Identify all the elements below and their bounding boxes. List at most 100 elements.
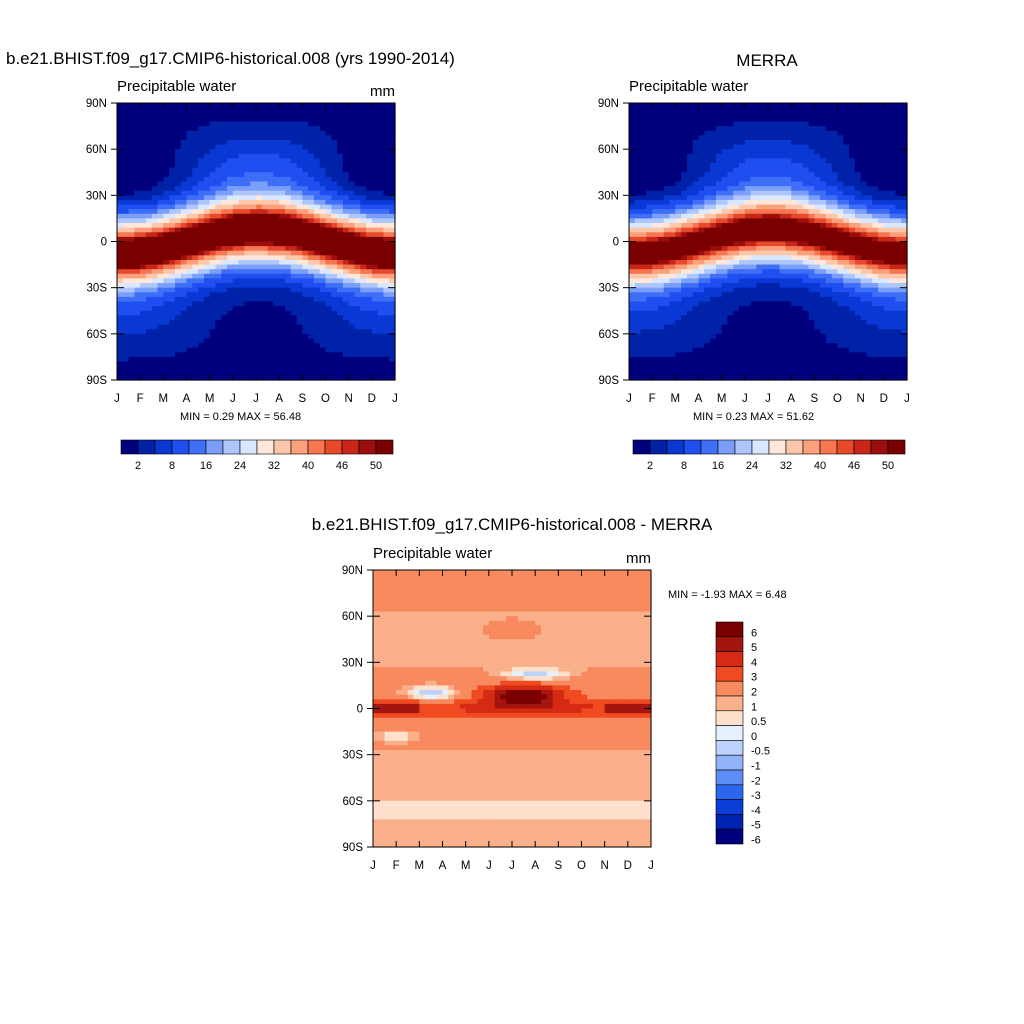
field-cell <box>785 121 792 127</box>
field-cell <box>866 287 873 293</box>
field-cell <box>692 121 700 127</box>
field-cell <box>238 241 246 247</box>
field-cell <box>744 199 752 206</box>
field-cell <box>319 301 327 307</box>
field-cell <box>849 195 856 201</box>
field-cell <box>313 310 321 316</box>
field-cell <box>273 287 280 293</box>
field-cell <box>389 236 396 243</box>
field-cell <box>739 116 746 123</box>
field-cell <box>215 176 222 183</box>
field-cell <box>215 126 222 132</box>
field-cell <box>215 315 222 321</box>
field-cell <box>215 356 222 363</box>
field-cell <box>791 121 798 127</box>
field-cell <box>296 158 303 164</box>
field-cell <box>808 172 815 178</box>
field-cell <box>221 107 228 113</box>
field-cell <box>186 176 193 183</box>
field-cell <box>383 255 390 261</box>
field-cell <box>837 186 844 192</box>
field-cell <box>739 292 746 298</box>
field-cell <box>122 176 130 183</box>
field-cell <box>151 116 159 123</box>
field-cell <box>180 144 188 150</box>
field-cell <box>284 116 292 123</box>
field-cell <box>284 310 292 316</box>
field-cell <box>140 361 147 367</box>
field-cell <box>302 296 309 303</box>
field-cell <box>629 181 636 187</box>
field-cell <box>308 259 315 266</box>
field-cell <box>117 250 124 256</box>
field-cell <box>227 273 234 280</box>
field-cell <box>354 186 361 192</box>
field-cell <box>831 213 839 220</box>
field-cell <box>250 269 257 275</box>
field-cell <box>762 259 769 266</box>
field-cell <box>151 366 159 372</box>
field-cell <box>308 250 315 256</box>
field-cell <box>169 130 176 136</box>
field-cell <box>733 144 740 150</box>
field-cell <box>267 324 274 330</box>
field-cell <box>646 264 653 270</box>
field-cell <box>715 287 723 293</box>
field-cell <box>796 186 804 192</box>
field-cell <box>762 158 769 164</box>
field-cell <box>215 352 222 358</box>
field-cell <box>308 209 315 215</box>
field-cell <box>232 112 240 118</box>
field-cell <box>791 232 798 238</box>
field-cell <box>889 209 897 215</box>
field-cell <box>710 204 717 210</box>
field-cell <box>180 292 188 298</box>
field-cell <box>174 135 182 141</box>
field-cell <box>739 227 746 233</box>
field-cell <box>238 273 246 280</box>
field-cell <box>779 273 786 280</box>
field-cell <box>273 250 280 256</box>
field-cell <box>860 236 868 243</box>
field-cell <box>117 292 124 298</box>
field-cell <box>354 199 361 206</box>
field-cell <box>895 172 902 178</box>
field-cell <box>843 195 850 201</box>
field-cell <box>157 250 164 256</box>
field-cell <box>337 199 344 206</box>
field-cell <box>681 186 688 192</box>
field-cell <box>348 116 356 123</box>
field-cell <box>366 213 373 220</box>
field-cell <box>802 264 810 270</box>
field-cell <box>134 167 141 173</box>
field-cell <box>849 283 856 289</box>
field-cell <box>825 236 833 243</box>
field-cell <box>721 264 729 270</box>
field-cell <box>768 149 775 155</box>
field-cell <box>209 375 217 381</box>
field-cell <box>698 135 705 141</box>
field-cell <box>889 186 897 192</box>
field-cell <box>342 264 350 270</box>
field-cell <box>227 195 234 201</box>
field-cell <box>122 204 130 210</box>
field-cell <box>180 370 188 376</box>
field-cell <box>883 218 891 224</box>
field-cell <box>140 250 147 256</box>
field-cell <box>901 236 908 243</box>
field-cell <box>715 241 723 247</box>
field-cell <box>134 319 141 326</box>
field-cell <box>232 278 240 284</box>
field-cell <box>739 259 746 266</box>
field-cell <box>371 333 379 340</box>
y-tick-label: 30N <box>86 190 107 202</box>
field-cell <box>657 139 665 146</box>
field-cell <box>860 126 868 132</box>
field-cell <box>820 236 827 243</box>
field-cell <box>227 181 234 187</box>
field-cell <box>901 112 908 118</box>
field-cell <box>186 107 193 113</box>
field-cell <box>256 269 263 275</box>
field-cell <box>383 116 390 123</box>
field-cell <box>814 195 821 201</box>
